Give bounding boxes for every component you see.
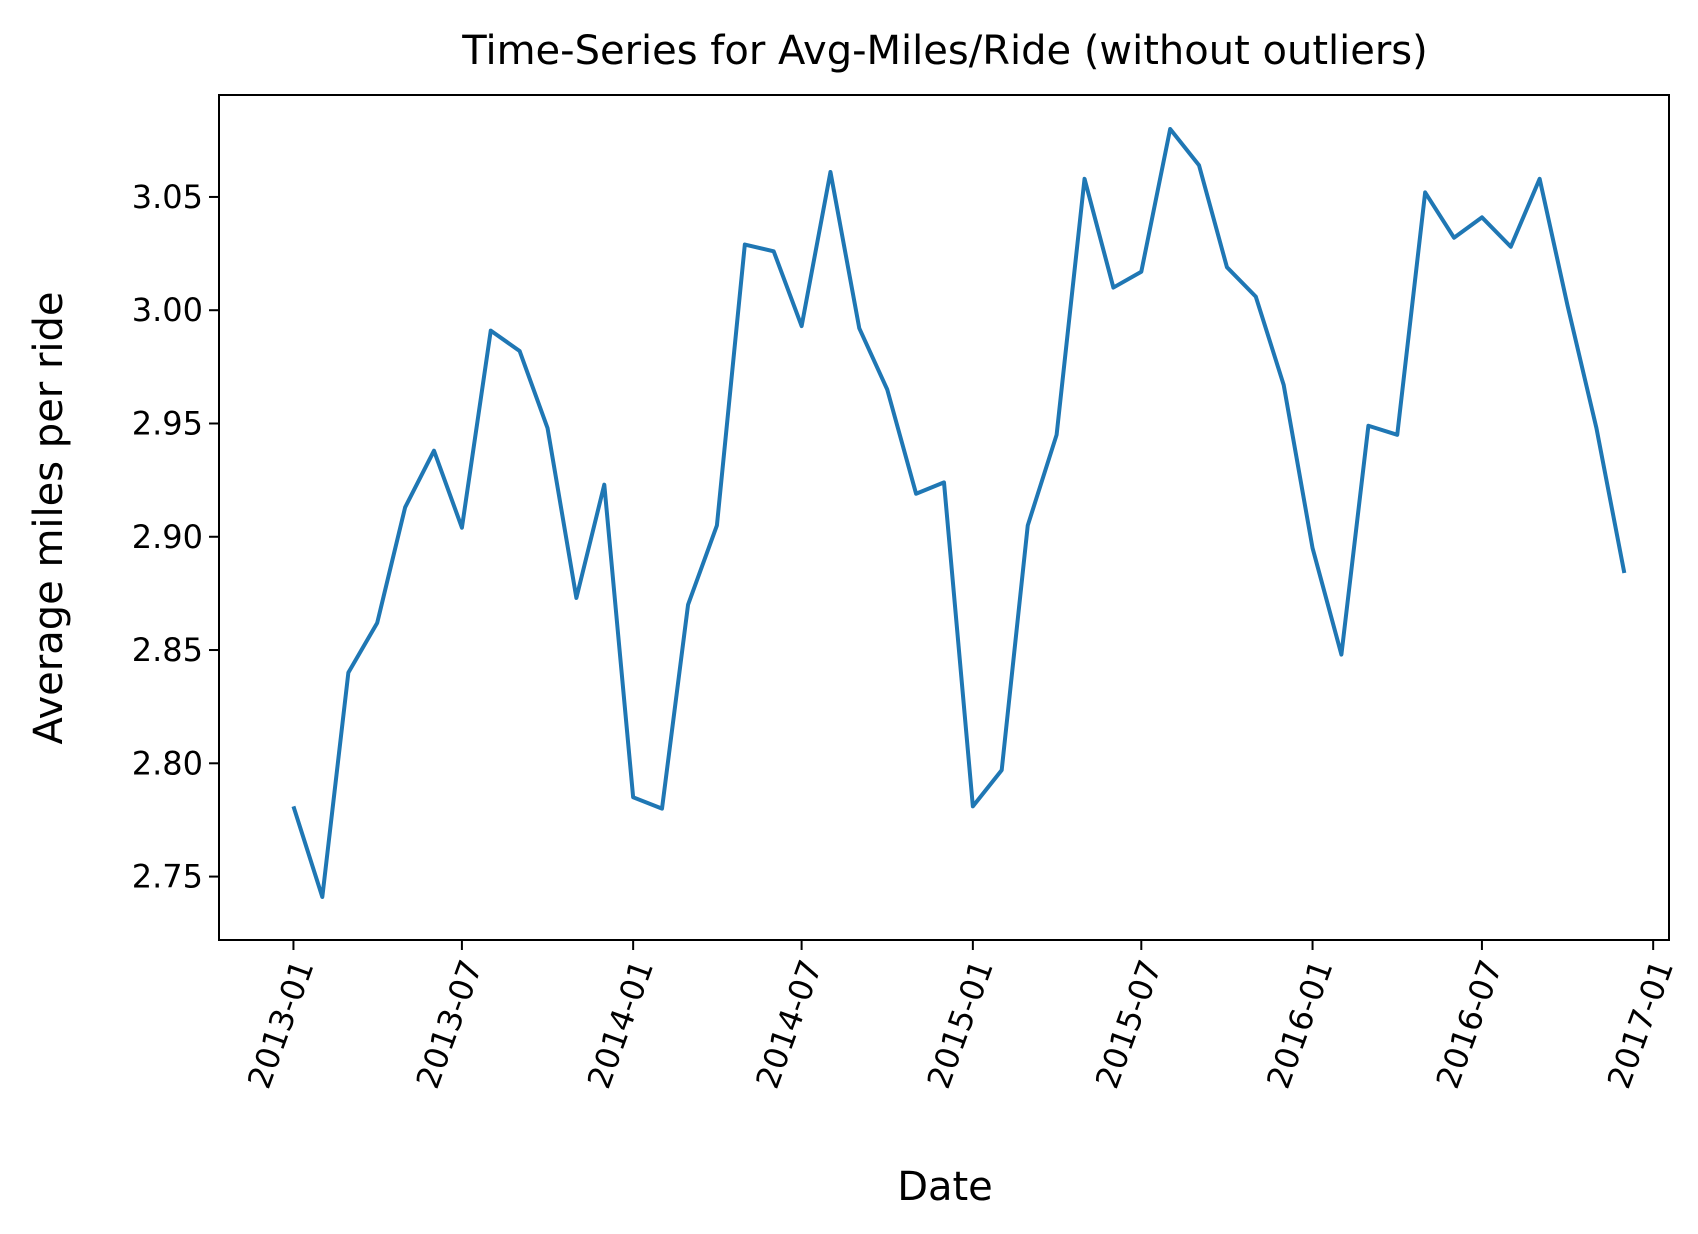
x-axis: 2013-01 2013-07 2014-01 2014-07 2015-01 2015-… [240, 940, 1681, 1093]
y-tick-label: 2.75 [132, 858, 203, 896]
x-tick-label: 2017-01 [1600, 955, 1681, 1094]
y-tick-label: 3.05 [132, 178, 203, 216]
y-tick-label: 2.90 [132, 518, 203, 556]
x-tick-label: 2014-01 [580, 955, 661, 1094]
y-tick-label: 2.85 [132, 631, 203, 669]
chart-title: Time-Series for Avg-Miles/Ride (without … [461, 28, 1428, 74]
y-tick-label: 2.80 [132, 744, 203, 782]
x-tick-label: 2015-07 [1088, 955, 1169, 1094]
x-tick-label: 2013-01 [240, 955, 321, 1094]
x-axis-label: Date [897, 1164, 993, 1210]
y-tick-label: 3.00 [132, 291, 203, 329]
x-tick-label: 2015-01 [919, 955, 1000, 1094]
x-tick-label: 2016-01 [1259, 955, 1340, 1094]
series-line [291, 126, 1627, 899]
x-tick-label: 2014-07 [748, 955, 829, 1094]
x-tick-label: 2013-07 [408, 955, 489, 1094]
y-axis-label: Average miles per ride [26, 291, 72, 744]
y-axis: 2.75 2.80 2.85 2.90 2.95 3.00 3.05 [132, 178, 219, 896]
y-tick-label: 2.95 [132, 404, 203, 442]
x-tick-label: 2016-07 [1428, 955, 1509, 1094]
plot-area-frame [218, 94, 1670, 941]
